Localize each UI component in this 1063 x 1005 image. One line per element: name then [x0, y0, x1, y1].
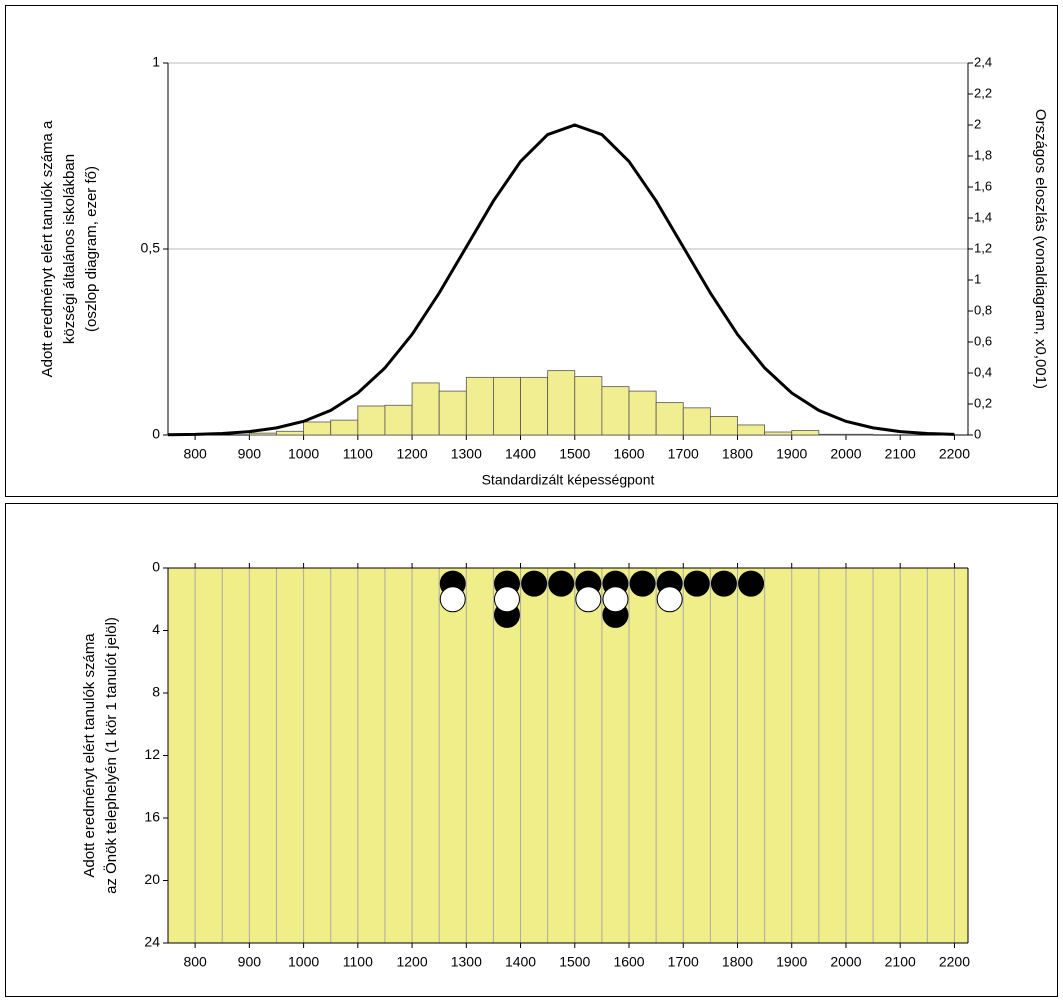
- bar: [357, 405, 386, 436]
- x-tick-label: 900: [238, 954, 262, 970]
- dot: [575, 586, 602, 613]
- bar: [655, 402, 684, 436]
- y-axis-title: községi általános iskolákban: [61, 154, 78, 344]
- x-tick-label: 1700: [668, 446, 699, 462]
- bar: [438, 390, 467, 436]
- y-tick-label: 12: [144, 746, 160, 762]
- panel-frame: [5, 503, 1058, 997]
- y-tick-label: 1: [152, 54, 160, 70]
- x-tick-label: 1700: [668, 954, 699, 970]
- y-axis-title: az Önök telephelyén (1 kör 1 tanulót jel…: [102, 617, 120, 894]
- dot: [656, 586, 683, 613]
- y2-tick-label: 0: [974, 426, 981, 441]
- y2-tick-label: 1,6: [974, 178, 992, 193]
- y2-tick-label: 2,4: [974, 54, 992, 69]
- x-tick-label: 1500: [559, 954, 590, 970]
- dot: [548, 570, 575, 597]
- x-tick-label: 800: [183, 446, 207, 462]
- y2-tick-label: 0,6: [974, 333, 992, 348]
- bar: [764, 431, 793, 436]
- y-tick-label: 0: [152, 426, 160, 442]
- panel-frame: [5, 5, 1058, 497]
- dot: [602, 586, 629, 613]
- x-tick-label: 1400: [505, 446, 536, 462]
- bar: [465, 376, 494, 436]
- dot: [493, 586, 520, 613]
- bar: [248, 432, 277, 436]
- bar: [330, 419, 359, 436]
- y-tick-label: 20: [144, 871, 160, 887]
- x-tick-label: 1900: [776, 446, 807, 462]
- x-tick-label: 1100: [343, 954, 373, 970]
- y2-tick-label: 0,8: [974, 302, 992, 317]
- bar: [818, 433, 847, 436]
- x-tick-label: 2200: [939, 446, 970, 462]
- x-tick-label: 2200: [939, 954, 970, 970]
- dot: [683, 570, 710, 597]
- y-tick-label: 0: [152, 559, 160, 575]
- x-tick-label: 1600: [613, 954, 644, 970]
- x-tick-label: 1900: [776, 954, 807, 970]
- x-tick-label: 1100: [343, 446, 373, 462]
- bar: [682, 407, 711, 436]
- x-tick-label: 1200: [396, 446, 427, 462]
- bar: [791, 430, 820, 436]
- x-tick-label: 1300: [451, 954, 482, 970]
- dot: [439, 586, 466, 613]
- bar: [547, 370, 576, 436]
- bar: [737, 424, 766, 436]
- x-tick-label: 800: [183, 954, 207, 970]
- y-axis-title: (oszlop diagram, ezer fő): [83, 166, 100, 332]
- x-tick-label: 1000: [288, 954, 319, 970]
- dot: [710, 570, 737, 597]
- bar: [493, 376, 521, 436]
- line: [167, 123, 955, 437]
- y2-tick-label: 0,4: [974, 364, 992, 379]
- y-tick-label: 0,5: [141, 240, 161, 256]
- x-tick-label: 2000: [830, 446, 861, 462]
- y2-tick-label: 1,8: [974, 147, 992, 162]
- bar: [411, 382, 440, 436]
- y2-tick-label: 1,4: [974, 209, 992, 224]
- bar: [845, 433, 874, 436]
- y2-axis-title: Országos eloszlás (vonaldiagram, x0,001): [1032, 109, 1049, 389]
- x-tick-label: 1000: [288, 446, 319, 462]
- y-tick-label: 24: [144, 934, 160, 950]
- y-tick-label: 4: [152, 621, 160, 637]
- dot: [629, 570, 656, 597]
- dot: [738, 570, 765, 597]
- bar: [628, 390, 657, 436]
- y-axis-title: Adott eredményt elért tanulók száma: [81, 633, 98, 878]
- plot-background: [168, 568, 968, 943]
- x-tick-label: 1400: [505, 954, 536, 970]
- y-tick-label: 16: [144, 809, 160, 825]
- y2-tick-label: 2: [974, 116, 981, 131]
- bar: [303, 421, 332, 436]
- y-axis-title: Adott eredményt elért tanulók száma a: [39, 120, 56, 377]
- x-tick-label: 1600: [613, 446, 644, 462]
- x-tick-label: 1800: [722, 954, 753, 970]
- y2-tick-label: 1,2: [974, 240, 992, 255]
- x-tick-label: 2100: [885, 954, 916, 970]
- bar: [520, 376, 549, 436]
- bar: [709, 415, 738, 436]
- y2-tick-label: 2,2: [974, 85, 992, 100]
- bar: [574, 376, 603, 436]
- y-tick-label: 8: [152, 684, 160, 700]
- bar: [276, 430, 304, 436]
- x-tick-label: 1500: [559, 446, 590, 462]
- x-tick-label: 1300: [451, 446, 482, 462]
- x-tick-label: 2000: [830, 954, 861, 970]
- y2-tick-label: 0,2: [974, 395, 992, 410]
- dot: [521, 570, 548, 597]
- bar: [384, 404, 413, 436]
- x-tick-label: 1800: [722, 446, 753, 462]
- x-tick-label: 1200: [396, 954, 427, 970]
- x-tick-label: 900: [238, 446, 262, 462]
- y2-tick-label: 1: [974, 271, 981, 286]
- x-axis-title: Standardizált képességpont: [482, 472, 655, 488]
- x-tick-label: 2100: [885, 446, 916, 462]
- bar: [601, 386, 630, 436]
